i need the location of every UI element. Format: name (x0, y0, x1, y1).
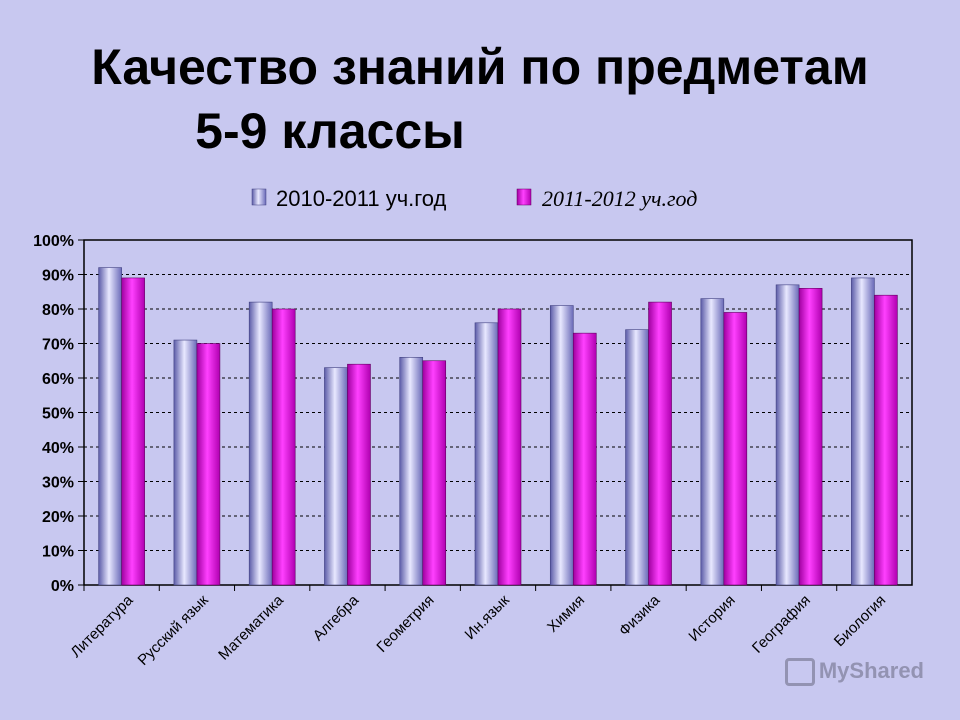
bar-series2-8 (723, 312, 748, 586)
y-tick-label: 100% (33, 233, 74, 250)
y-tick-label: 70% (42, 337, 74, 354)
bar-series2-3 (347, 363, 371, 586)
bar-series1-3 (324, 367, 348, 586)
bar-series2-0 (121, 277, 145, 586)
legend-label-series1: 2010-2011 уч.год (276, 186, 447, 211)
bar-series2-7 (648, 301, 672, 586)
bar-series1-1 (173, 339, 198, 586)
y-tick-label: 20% (42, 509, 74, 526)
x-category-label: Русский язык (135, 592, 213, 670)
bar-series2-9 (798, 287, 823, 586)
y-tick-label: 80% (42, 302, 74, 319)
y-tick-label: 30% (42, 475, 74, 492)
y-tick-label: 90% (42, 268, 74, 285)
legend-swatch-series1 (251, 188, 267, 206)
bar-series2-5 (497, 308, 522, 586)
bar-series2-6 (572, 332, 597, 586)
x-category-label: Геометрия (373, 592, 437, 656)
chart-title-line1: Качество знаний по предметам (91, 39, 869, 95)
chart-title-line2: 5-9 классы (195, 103, 465, 159)
x-category-label: Ин.язык (462, 591, 514, 643)
bar-series1-2 (248, 301, 273, 586)
bar-series1-0 (98, 267, 122, 586)
watermark: MyShared (784, 658, 924, 687)
watermark-logo-icon (784, 658, 815, 687)
legend-label-series2: 2011-2012 уч.год (542, 186, 697, 211)
x-category-label: Алгебра (310, 591, 363, 644)
watermark-text: MyShared (818, 658, 924, 683)
y-tick-label: 10% (42, 544, 74, 561)
legend: 2010-2011 уч.год 2011-2012 уч.год (251, 186, 697, 211)
y-tick-label: 50% (42, 406, 74, 423)
x-category-label: География (749, 592, 814, 657)
y-tick-label: 0% (51, 578, 74, 595)
bar-series1-9 (775, 284, 800, 586)
x-category-label: Биология (831, 592, 889, 650)
legend-swatch-series2 (516, 188, 532, 206)
bar-series1-10 (851, 277, 875, 586)
x-category-label: Химия (544, 592, 588, 636)
x-category-label: История (685, 592, 738, 645)
bar-series1-4 (399, 356, 424, 586)
bar-series1-7 (625, 329, 649, 586)
x-category-label: Литература (67, 591, 137, 661)
bar-series1-5 (474, 322, 499, 586)
bar-series2-10 (874, 294, 898, 586)
bar-series1-6 (549, 305, 574, 586)
x-category-label: Физика (616, 591, 664, 639)
y-tick-label: 60% (42, 371, 74, 388)
bar-series2-4 (422, 360, 447, 586)
bar-series1-8 (700, 298, 725, 586)
bar-series2-2 (271, 308, 296, 586)
x-category-label: Математика (215, 591, 287, 663)
y-tick-label: 40% (42, 440, 74, 457)
bar-series2-1 (196, 343, 221, 586)
